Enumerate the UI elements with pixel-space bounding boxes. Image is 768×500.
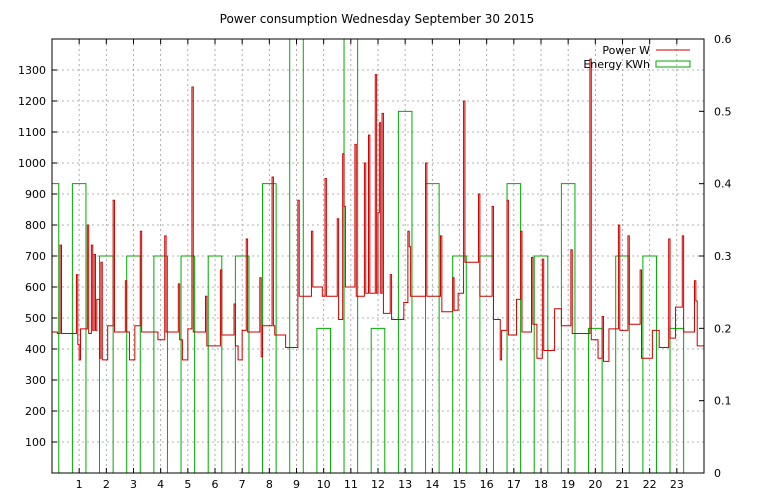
x-tick-label: 13 [398, 478, 412, 491]
y-right-tick-label: 0.1 [714, 395, 732, 408]
x-tick-label: 6 [212, 478, 219, 491]
y-left-tick-label: 1100 [18, 126, 46, 139]
x-tick-label: 9 [293, 478, 300, 491]
x-tick-label: 23 [670, 478, 684, 491]
y-left-tick-label: 700 [25, 250, 46, 263]
legend-swatch-energy-kwh [655, 60, 691, 68]
x-tick-label: 21 [616, 478, 630, 491]
series-layer [52, 39, 704, 473]
series-line-energy-kwh [52, 39, 704, 473]
y-left-tick-label: 400 [25, 343, 46, 356]
y-left-tick-label: 800 [25, 219, 46, 232]
y-right-tick-label: 0.3 [714, 250, 732, 263]
x-tick-label: 12 [371, 478, 385, 491]
series-energy-kwh [52, 39, 704, 473]
x-tick-label: 20 [588, 478, 602, 491]
series-power-w [52, 58, 704, 362]
y-left-tick-label: 500 [25, 312, 46, 325]
y-left-tick-label: 900 [25, 188, 46, 201]
y-right-tick-label: 0 [714, 467, 721, 480]
chart-title: Power consumption Wednesday September 30… [220, 12, 535, 26]
x-tick-label: 16 [480, 478, 494, 491]
x-tick-label: 2 [103, 478, 110, 491]
y-right-tick-label: 0.2 [714, 322, 732, 335]
y-left-tick-label: 1200 [18, 95, 46, 108]
x-tick-label: 18 [534, 478, 548, 491]
x-tick-label: 8 [266, 478, 273, 491]
y-left-tick-label: 100 [25, 436, 46, 449]
y-left-tick-label: 600 [25, 281, 46, 294]
x-tick-label: 17 [507, 478, 521, 491]
x-tick-label: 5 [184, 478, 191, 491]
x-tick-label: 7 [239, 478, 246, 491]
y-left-tick-label: 200 [25, 405, 46, 418]
legend-label-power-w: Power W [602, 44, 650, 57]
x-tick-label: 3 [130, 478, 137, 491]
x-tick-label: 10 [317, 478, 331, 491]
y-left-tick-label: 1000 [18, 157, 46, 170]
x-tick-label: 19 [561, 478, 575, 491]
y-left-tick-label: 300 [25, 374, 46, 387]
x-tick-label: 11 [344, 478, 358, 491]
axes: 1 2 3 4 5 6 7 8 9 10 11 12 13 14 15 16 17 18 19 20 21 22 23100… [18, 33, 732, 491]
x-tick-label: 4 [157, 478, 164, 491]
y-right-tick-label: 0.4 [714, 178, 732, 191]
x-tick-label: 14 [425, 478, 439, 491]
x-tick-label: 22 [643, 478, 657, 491]
x-tick-label: 1 [76, 478, 83, 491]
legend-label-energy-kwh: Energy KWh [583, 58, 650, 71]
y-left-tick-label: 1300 [18, 64, 46, 77]
series-line-power-w [52, 58, 704, 362]
y-right-tick-label: 0.5 [714, 105, 732, 118]
y-right-tick-label: 0.6 [714, 33, 732, 46]
x-tick-label: 15 [453, 478, 467, 491]
